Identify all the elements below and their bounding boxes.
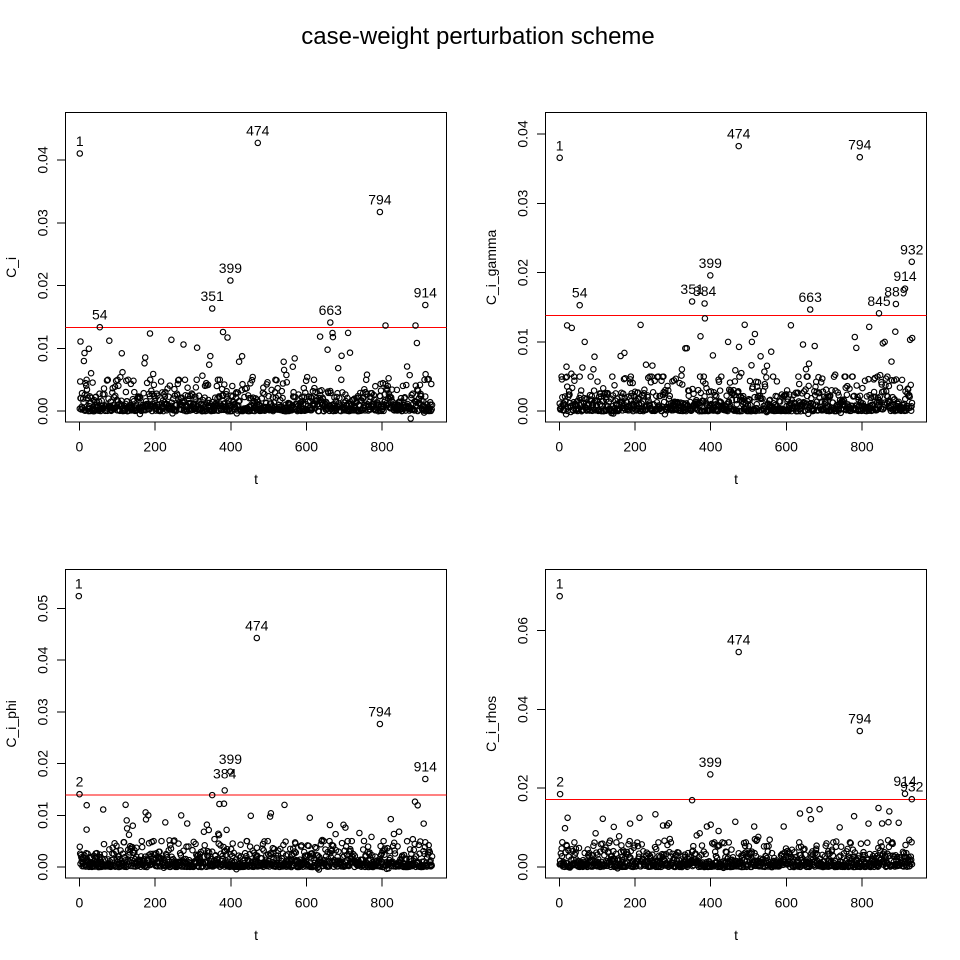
svg-text:0.03: 0.03 [515,189,531,216]
svg-text:0.02: 0.02 [515,259,531,286]
svg-text:399: 399 [699,255,723,271]
svg-text:0.00: 0.00 [515,853,531,880]
svg-text:914: 914 [893,268,917,284]
svg-text:C_i_rhos: C_i_rhos [483,696,499,752]
svg-text:889: 889 [884,284,908,300]
svg-text:800: 800 [850,895,874,911]
svg-text:600: 600 [295,895,319,911]
svg-text:914: 914 [414,759,438,775]
svg-text:200: 200 [623,439,647,455]
svg-text:t: t [734,471,738,487]
svg-text:800: 800 [370,895,394,911]
svg-text:399: 399 [219,751,243,767]
svg-text:0: 0 [555,439,563,455]
svg-text:800: 800 [370,439,394,455]
svg-text:474: 474 [727,632,751,648]
svg-text:794: 794 [368,192,392,208]
svg-text:474: 474 [727,126,751,142]
svg-text:474: 474 [245,618,269,634]
svg-text:400: 400 [699,439,723,455]
svg-text:474: 474 [246,122,270,138]
svg-text:400: 400 [699,895,723,911]
svg-text:663: 663 [319,302,343,318]
svg-text:794: 794 [848,137,872,153]
svg-text:384: 384 [693,283,717,299]
svg-text:0.05: 0.05 [35,595,51,622]
svg-text:0.06: 0.06 [515,617,531,644]
svg-text:914: 914 [414,285,438,301]
svg-text:1: 1 [75,576,83,592]
svg-text:0.04: 0.04 [35,146,51,173]
svg-text:663: 663 [799,289,823,305]
svg-text:0.02: 0.02 [35,272,51,299]
svg-text:0.01: 0.01 [515,328,531,355]
svg-text:1: 1 [556,576,564,592]
svg-text:400: 400 [219,439,243,455]
svg-text:794: 794 [368,704,392,720]
svg-text:794: 794 [848,711,872,727]
svg-text:C_i_phi: C_i_phi [3,700,19,747]
svg-text:0.00: 0.00 [35,853,51,880]
svg-text:400: 400 [219,895,243,911]
svg-text:600: 600 [775,895,799,911]
svg-text:54: 54 [92,307,108,323]
svg-text:200: 200 [143,439,167,455]
svg-text:351: 351 [201,288,225,304]
svg-text:t: t [254,471,258,487]
svg-text:0.00: 0.00 [35,397,51,424]
svg-text:1: 1 [76,133,84,149]
svg-text:399: 399 [699,754,723,770]
svg-text:1: 1 [556,137,564,153]
svg-text:932: 932 [900,779,924,795]
svg-text:399: 399 [219,260,243,276]
svg-text:C_i_gamma: C_i_gamma [483,229,499,305]
svg-text:0.04: 0.04 [515,120,531,147]
svg-text:0.02: 0.02 [515,774,531,801]
svg-text:384: 384 [213,765,237,781]
svg-text:0.03: 0.03 [35,698,51,725]
svg-text:600: 600 [295,439,319,455]
svg-text:0.03: 0.03 [35,209,51,236]
svg-text:2: 2 [76,774,84,790]
svg-text:0: 0 [76,895,84,911]
svg-text:845: 845 [867,293,891,309]
svg-text:932: 932 [900,241,924,257]
svg-text:200: 200 [143,895,167,911]
svg-text:0.04: 0.04 [35,646,51,673]
svg-text:C_i: C_i [3,257,19,278]
svg-text:0.01: 0.01 [35,801,51,828]
svg-text:200: 200 [623,895,647,911]
svg-text:54: 54 [572,285,588,301]
svg-text:800: 800 [850,439,874,455]
svg-text:351: 351 [680,281,704,297]
svg-text:t: t [254,927,258,943]
svg-text:0.01: 0.01 [35,335,51,362]
svg-text:case-weight perturbation schem: case-weight perturbation scheme [301,23,655,50]
svg-text:0.02: 0.02 [35,750,51,777]
svg-text:600: 600 [775,439,799,455]
svg-text:2: 2 [556,774,564,790]
svg-text:0.00: 0.00 [515,397,531,424]
svg-text:0: 0 [555,895,563,911]
svg-text:0: 0 [76,439,84,455]
svg-text:914: 914 [893,773,917,789]
svg-text:t: t [734,927,738,943]
svg-text:0.04: 0.04 [515,696,531,723]
